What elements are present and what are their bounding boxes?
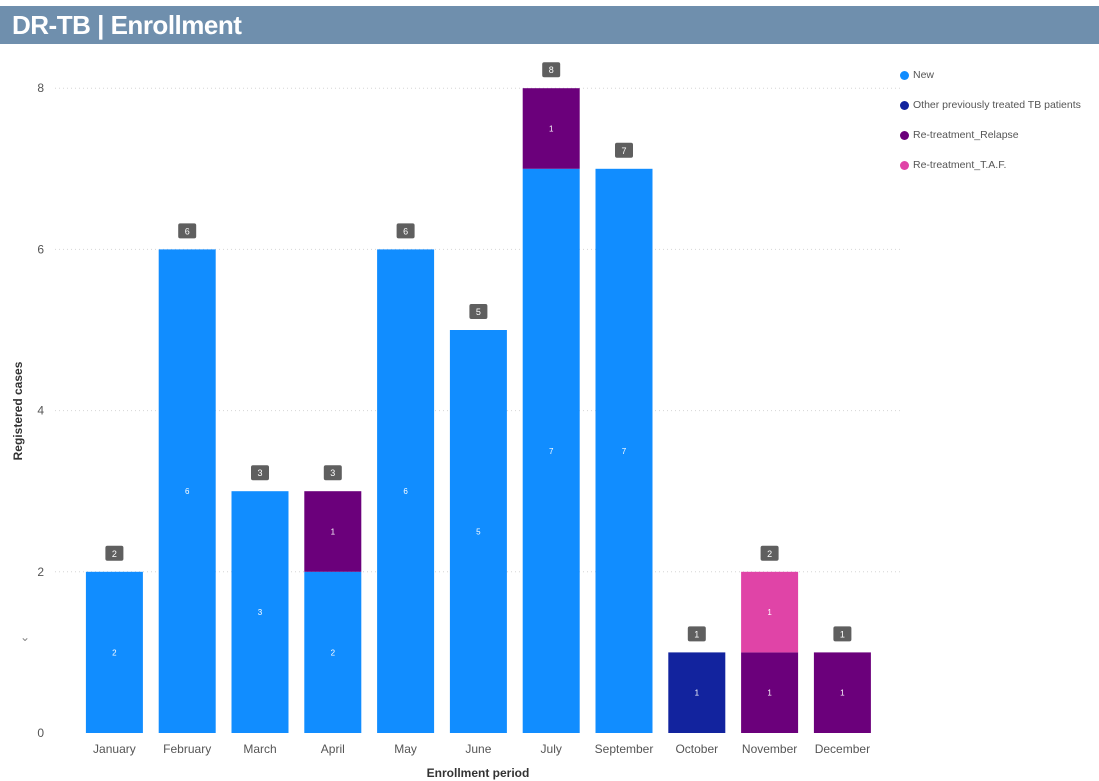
total-data-label: 2 (767, 549, 772, 559)
legend-swatch (900, 70, 909, 80)
x-tick-label: January (93, 742, 136, 756)
x-tick-label: April (321, 742, 345, 756)
segment-data-label: 7 (622, 447, 627, 456)
legend-label: Re-treatment_T.A.F. (913, 159, 1007, 171)
legend-item[interactable]: Re-treatment_T.A.F. (900, 150, 1099, 180)
segment-data-label: 1 (767, 689, 772, 698)
bar-segment (741, 652, 799, 733)
bar-segment (813, 652, 871, 733)
bar-segment (741, 571, 799, 653)
y-tick-label: 8 (37, 81, 44, 95)
segment-data-label: 6 (403, 487, 408, 496)
total-badge (396, 223, 415, 239)
segment-data-label: 1 (840, 689, 845, 698)
total-data-label: 3 (330, 468, 335, 478)
page-title: DR-TB | Enrollment (12, 10, 242, 40)
x-axis-title: Enrollment period (427, 766, 530, 780)
total-data-label: 5 (476, 307, 481, 317)
legend-swatch (900, 100, 909, 110)
x-tick-label: June (465, 742, 491, 756)
total-data-label: 6 (403, 226, 408, 236)
segment-data-label: 2 (112, 648, 117, 657)
y-tick-label: 6 (37, 242, 44, 256)
y-tick-label: 4 (37, 404, 44, 418)
bar-segment (85, 571, 143, 733)
total-data-label: 2 (112, 549, 117, 559)
total-badge (469, 304, 488, 319)
total-data-label: 1 (694, 629, 699, 639)
x-tick-label: May (394, 742, 417, 756)
total-badge (542, 62, 561, 78)
bar-segment (595, 168, 653, 734)
bar-segment (522, 88, 580, 169)
total-data-label: 3 (257, 468, 262, 478)
legend-item[interactable]: New (900, 60, 1099, 90)
bar-segment (231, 491, 289, 733)
segment-data-label: 1 (331, 528, 336, 537)
legend-label: Other previously treated TB patients (913, 99, 1081, 111)
y-tick-label: 2 (37, 565, 44, 579)
bar-segment (377, 249, 435, 733)
legend-label: Re-treatment_Relapse (913, 129, 1019, 141)
bar-segment (304, 571, 362, 733)
chevron-down-icon[interactable]: ⌄ (20, 630, 31, 644)
legend-item[interactable]: Re-treatment_Relapse (900, 120, 1099, 150)
bar-segment (449, 330, 507, 733)
x-tick-label: September (595, 742, 654, 756)
total-data-label: 6 (185, 226, 190, 236)
legend-swatch (900, 160, 909, 170)
total-badge (251, 465, 269, 481)
total-badge (323, 465, 342, 481)
segment-data-label: 2 (331, 648, 336, 657)
y-axis-title: Registered cases (11, 361, 25, 460)
legend-swatch (900, 130, 909, 140)
total-data-label: 7 (621, 146, 626, 156)
x-tick-label: October (675, 742, 718, 756)
total-badge (687, 626, 706, 642)
x-tick-label: November (742, 742, 797, 756)
bar-segment (522, 168, 580, 734)
segment-data-label: 6 (185, 487, 190, 496)
total-badge (615, 142, 633, 158)
segment-data-label: 1 (695, 689, 700, 698)
total-data-label: 8 (549, 65, 554, 75)
segment-data-label: 3 (258, 608, 263, 617)
legend-item[interactable]: Other previously treated TB patients (900, 90, 1099, 120)
x-tick-label: December (815, 742, 870, 756)
x-tick-label: July (541, 742, 562, 756)
chart-legend: New Other previously treated TB patients R… (900, 60, 1099, 180)
total-data-label: 1 (840, 629, 845, 639)
bar-segment (158, 249, 216, 733)
total-badge (833, 626, 852, 642)
title-bar: DR-TB | Enrollment (0, 6, 1099, 44)
segment-data-label: 1 (767, 608, 772, 617)
x-tick-label: March (243, 742, 276, 756)
y-tick-label: 0 (37, 726, 44, 740)
total-badge (105, 545, 124, 561)
legend-label: New (913, 69, 935, 81)
x-tick-label: February (163, 742, 211, 756)
bar-segment (304, 491, 362, 572)
segment-data-label: 7 (549, 447, 554, 456)
total-badge (760, 545, 779, 561)
segment-data-label: 1 (549, 125, 554, 134)
segment-data-label: 5 (476, 528, 481, 537)
total-badge (178, 223, 197, 239)
bar-segment (668, 652, 726, 733)
